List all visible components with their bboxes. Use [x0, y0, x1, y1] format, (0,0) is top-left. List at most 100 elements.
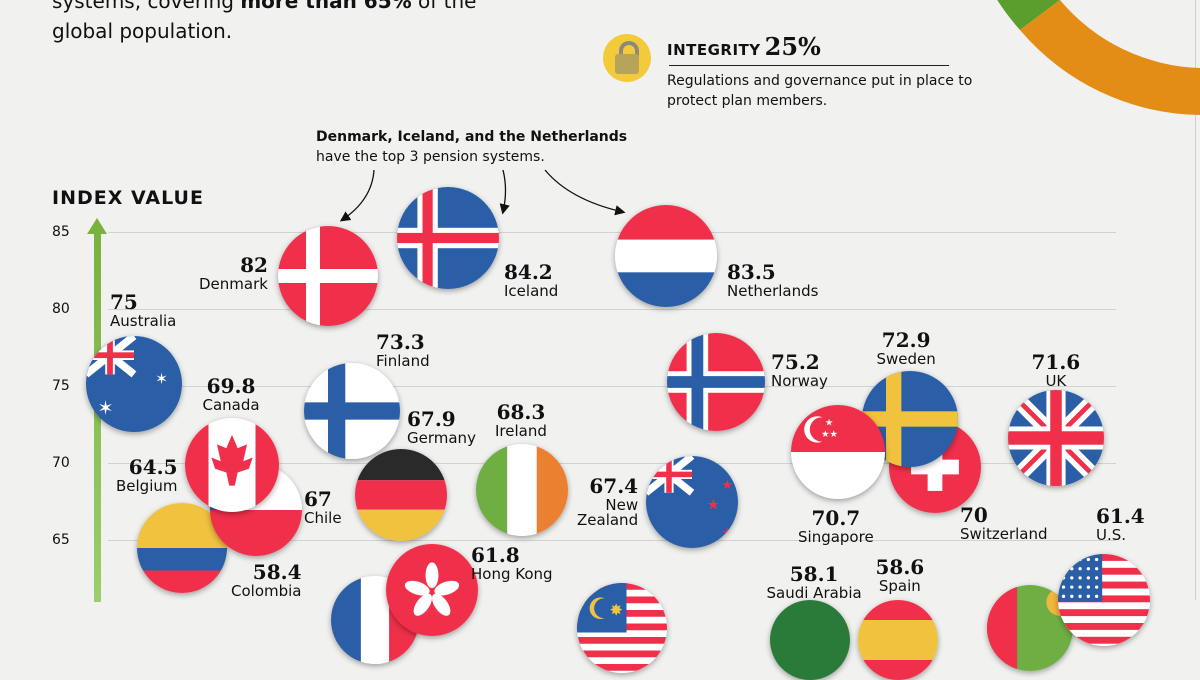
y-axis-title: INDEX VALUE	[52, 187, 204, 209]
integrity-rule	[669, 65, 949, 66]
country-name: Colombia	[231, 582, 302, 600]
data-label: 64.5 Belgium	[116, 457, 178, 494]
data-value: 58.1	[789, 562, 839, 586]
data-value: 70.7	[811, 506, 861, 530]
country-name: Chile	[304, 509, 342, 527]
gridline	[108, 540, 1116, 541]
country-name: Saudi Arabia	[766, 584, 862, 602]
data-value: 64.5	[128, 455, 178, 479]
data-label: 58.6 Spain	[876, 557, 925, 594]
y-tick-label: 85	[52, 224, 70, 240]
data-value: 58.4	[252, 560, 302, 584]
svg-text:✶: ✶	[98, 397, 114, 420]
integrity-segment	[1020, 0, 1200, 115]
y-axis-arrowhead	[87, 218, 107, 234]
flag-ireland-icon	[476, 444, 568, 536]
y-axis-arrow	[94, 232, 101, 602]
flag-saudi-arabia-icon	[770, 600, 850, 680]
data-label: 83.5 Netherlands	[727, 262, 818, 299]
flag-uk-icon	[1008, 390, 1104, 486]
data-label: 82 Denmark	[199, 255, 268, 292]
flag-iceland-icon	[397, 187, 499, 289]
donut-chart	[997, 0, 1200, 115]
data-label: 58.4 Colombia	[231, 562, 302, 599]
gridline	[108, 232, 1116, 233]
flag-spain-icon	[858, 600, 938, 680]
data-label: 61.4 U.S.	[1096, 506, 1145, 543]
data-label: 67 Chile	[304, 489, 342, 526]
data-label: 72.9 Sweden	[877, 330, 936, 367]
gridline	[108, 309, 1116, 310]
svg-text:★★: ★★	[821, 429, 838, 440]
padlock-icon	[603, 34, 651, 82]
data-label: 68.3 Ireland	[495, 402, 547, 439]
country-name: Denmark	[199, 275, 268, 293]
data-label: 58.1 Saudi Arabia	[767, 564, 862, 601]
country-name: Singapore	[798, 528, 874, 546]
data-value: 72.9	[881, 328, 931, 352]
y-tick-label: 65	[52, 532, 70, 548]
flag-new-zealand-icon: ★ ★ ★	[646, 456, 738, 548]
data-label: 67.9 Germany	[407, 409, 476, 446]
flag-germany-icon	[355, 449, 447, 541]
data-label: 70 Switzerland	[960, 505, 1048, 542]
data-value: 70	[960, 503, 988, 527]
flag-us-icon	[1058, 554, 1150, 646]
frame-border	[1195, 0, 1196, 600]
arrow-to-denmark	[339, 169, 375, 222]
data-value: 67.9	[407, 407, 456, 431]
flag-hong-kong-icon	[386, 544, 478, 636]
data-label: 84.2 Iceland	[504, 262, 558, 299]
flag-canada-icon	[185, 418, 279, 512]
country-name: Netherlands	[727, 282, 819, 300]
svg-text:✶: ✶	[155, 370, 168, 388]
gridline	[108, 463, 1116, 464]
flag-finland-icon	[304, 363, 400, 459]
country-name: Spain	[878, 577, 921, 595]
data-label: 71.6 UK	[1032, 352, 1081, 389]
flag-netherlands-icon	[615, 205, 717, 307]
country-name: Finland	[376, 352, 430, 370]
flag-norway-icon	[667, 333, 765, 431]
integrity-title: INTEGRITY 25%	[667, 32, 821, 61]
svg-text:★: ★	[721, 478, 733, 493]
country-name: Ireland	[495, 422, 547, 440]
country-name: New Zealand	[577, 496, 639, 529]
data-value: 82	[240, 253, 268, 277]
svg-text:✸: ✸	[609, 600, 623, 619]
arrow-to-netherlands	[544, 169, 626, 216]
country-name: U.S.	[1096, 526, 1127, 544]
country-name: Germany	[407, 429, 476, 447]
data-value: 58.6	[875, 555, 925, 579]
country-name: Canada	[202, 396, 260, 414]
data-value: 68.3	[496, 400, 546, 424]
country-name: Iceland	[504, 282, 559, 300]
data-value: 84.2	[504, 260, 553, 284]
y-tick-label: 70	[52, 455, 70, 471]
svg-text:★: ★	[721, 526, 733, 541]
svg-text:★: ★	[825, 418, 833, 429]
flag-singapore-icon: ★★ ★	[791, 405, 885, 499]
data-label: 69.8 Canada	[203, 376, 260, 413]
data-value: 61.4	[1096, 504, 1145, 528]
country-name: Hong Kong	[471, 565, 553, 583]
intro-text: systems, covering more than 65% of the g…	[52, 0, 477, 43]
country-name: UK	[1045, 372, 1067, 390]
data-value: 75	[110, 290, 138, 314]
data-value: 83.5	[727, 260, 776, 284]
data-value: 67.4	[589, 474, 639, 498]
flag-malaysia-icon: ✸	[577, 583, 667, 673]
country-name: Switzerland	[960, 525, 1048, 543]
flag-denmark-icon	[278, 226, 378, 326]
svg-text:★: ★	[707, 496, 720, 513]
integrity-description: Regulations and governance put in place …	[667, 73, 973, 109]
data-value: 73.3	[376, 330, 425, 354]
country-name: Norway	[771, 372, 828, 390]
country-name: Australia	[110, 312, 177, 330]
data-value: 75.2	[771, 350, 820, 374]
country-name: Sweden	[876, 350, 936, 368]
integrity-percent: 25%	[764, 32, 821, 61]
arrow-to-iceland	[499, 169, 510, 215]
data-label: 61.8 Hong Kong	[471, 545, 553, 582]
data-label: 75.2 Norway	[771, 352, 828, 389]
